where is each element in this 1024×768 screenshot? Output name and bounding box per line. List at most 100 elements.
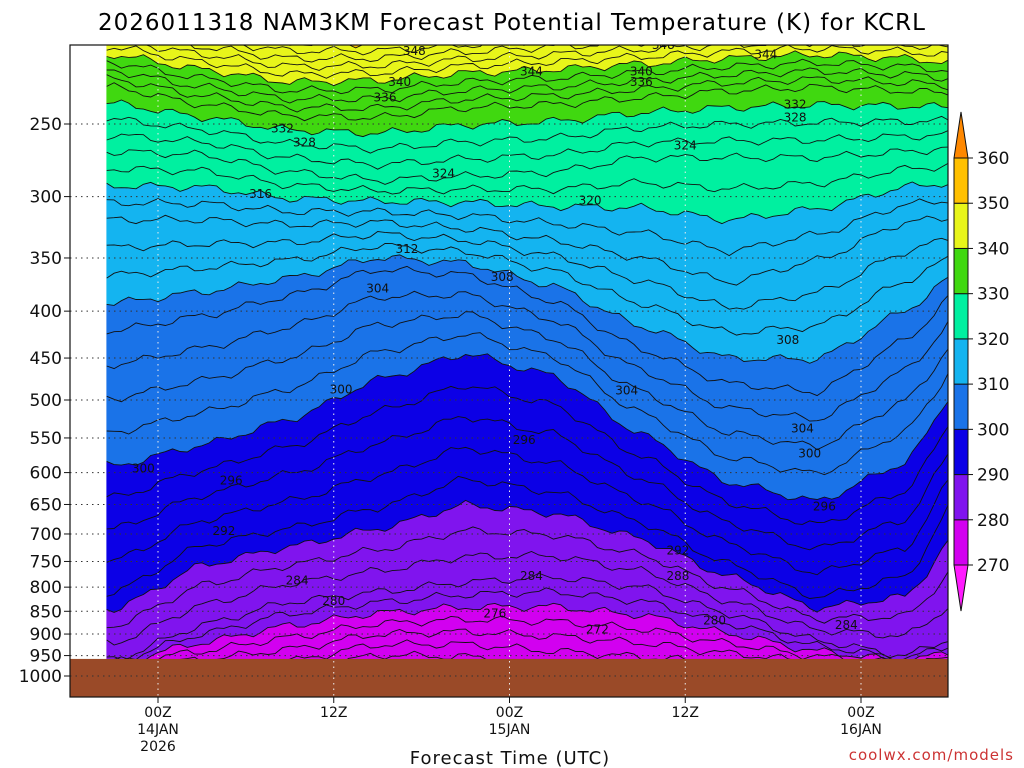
isentrope-284: [106, 572, 948, 661]
contour-label: 304: [366, 282, 389, 296]
isentrope-326: [106, 130, 948, 170]
contour-label: 340: [630, 64, 653, 78]
isentrope-312: [106, 243, 948, 336]
y-axis: 250 300 350 400 450 500 550 600 650 700 750 800 850 9…: [19, 115, 70, 687]
x-tick-label: 14JAN: [137, 722, 179, 738]
isentrope-332: [106, 82, 948, 122]
contour-label: 324: [674, 139, 697, 153]
y-tick-label: 400: [30, 302, 62, 322]
isentrope-342: [106, 45, 948, 79]
colorbar-tick-label: 290: [977, 466, 1009, 486]
isentrope-316: [106, 214, 948, 286]
colorbar-swatch-290: [953, 428, 969, 476]
contour-label: 284: [286, 574, 309, 588]
y-tick-label: 600: [30, 464, 62, 484]
isentrope-324: [106, 146, 948, 185]
contour-label: 344: [520, 64, 543, 78]
contour-label: 296: [813, 499, 836, 513]
isentrope-336: [106, 67, 948, 104]
x-tick-label: 12Z: [320, 705, 347, 721]
isentrope-292: [106, 475, 948, 599]
x-tick-label: 12Z: [672, 705, 699, 721]
x-tick-label: 00Z: [496, 705, 523, 721]
isentrope-322: [106, 162, 948, 195]
isentrope-300: [106, 353, 948, 501]
isentrope-318: [106, 198, 948, 257]
contour-label: 340: [388, 75, 411, 89]
contour-label: 284: [835, 618, 858, 632]
colorbar-swatch-280: [953, 474, 969, 521]
y-tick-label: 300: [30, 188, 62, 208]
contour-label: 300: [330, 383, 353, 397]
isentrope-344: [145, 45, 948, 71]
isentrope-278: [106, 615, 948, 668]
contour-label: 320: [579, 194, 602, 208]
filled-bands: [106, 45, 948, 697]
y-tick-label: 250: [30, 115, 62, 135]
contour-label: 272: [586, 623, 609, 637]
y-tick-label: 1000: [19, 667, 62, 687]
contour-label: 332: [784, 97, 807, 111]
y-tick-label: 550: [30, 429, 62, 449]
x-tick-label: 15JAN: [489, 722, 531, 738]
isentrope-320: [106, 181, 948, 225]
contour-label: 308: [491, 270, 514, 284]
isentrope-330: [106, 99, 948, 138]
isentrope-286: [106, 551, 948, 646]
colorbar-tick-label: 280: [977, 511, 1009, 531]
contour-label: 296: [513, 433, 536, 447]
contour-label: 316: [249, 187, 272, 201]
isentrope-288: [106, 526, 948, 629]
contour-label: 348: [403, 44, 426, 58]
contour-label: 304: [791, 421, 814, 435]
y-tick-label: 350: [30, 249, 62, 269]
colorbar-swatch-300: [953, 383, 969, 430]
colorbar-tick-label: 360: [977, 149, 1009, 169]
isentrope-294: [106, 446, 948, 576]
colorbar-bottom-arrow: [953, 564, 969, 612]
contour-label: 292: [212, 524, 235, 538]
y-tick-label: 450: [30, 349, 62, 369]
y-tick-label: 950: [30, 647, 62, 667]
contour-label: 336: [630, 75, 653, 89]
y-tick-label: 800: [30, 578, 62, 598]
y-tick-label: 900: [30, 625, 62, 645]
y-tick-label: 500: [30, 391, 62, 411]
colorbar-tick-label: 350: [977, 194, 1009, 214]
isentrope-308: [106, 265, 948, 397]
colorbar: 360 350 340 330 320 310 300 290 280 270: [953, 111, 1009, 612]
colorbar-tick-label: 330: [977, 285, 1009, 305]
contour-label: 308: [776, 333, 799, 347]
colorbar-swatch-340: [953, 202, 969, 249]
contour-label: 284: [520, 569, 543, 583]
contour-label: 292: [666, 544, 689, 558]
colorbar-swatch-270: [953, 519, 969, 566]
colorbar-tick-label: 270: [977, 556, 1009, 576]
y-tick-label: 750: [30, 552, 62, 572]
contour-label: 300: [132, 462, 155, 476]
contour-label: 332: [271, 122, 294, 136]
contour-label: 276: [483, 607, 506, 621]
isentrope-282: [106, 587, 948, 663]
x-tick-label: 2026: [140, 739, 176, 755]
credit-watermark: coolwx.com/models: [849, 746, 1014, 764]
contour-label: 344: [754, 48, 777, 62]
contour-label: 328: [293, 136, 316, 150]
chart-title: 2026011318 NAM3KM Forecast Potential Tem…: [98, 10, 926, 36]
contour-label: 352: [256, 34, 279, 48]
x-axis-label: Forecast Time (UTC): [410, 748, 610, 768]
contour-label: 288: [666, 569, 689, 583]
colorbar-swatch-330: [953, 247, 969, 295]
isentrope-346: [189, 45, 647, 63]
isentrope-348: [242, 45, 526, 56]
x-tick-label: 00Z: [847, 705, 874, 721]
colorbar-tick-label: 310: [977, 375, 1009, 395]
isentrope-296: [106, 416, 948, 551]
isentrope-304: [106, 311, 948, 451]
x-tick-label: 16JAN: [840, 722, 882, 738]
isentrope-290: [106, 499, 948, 613]
isentrope-302: [106, 332, 948, 476]
